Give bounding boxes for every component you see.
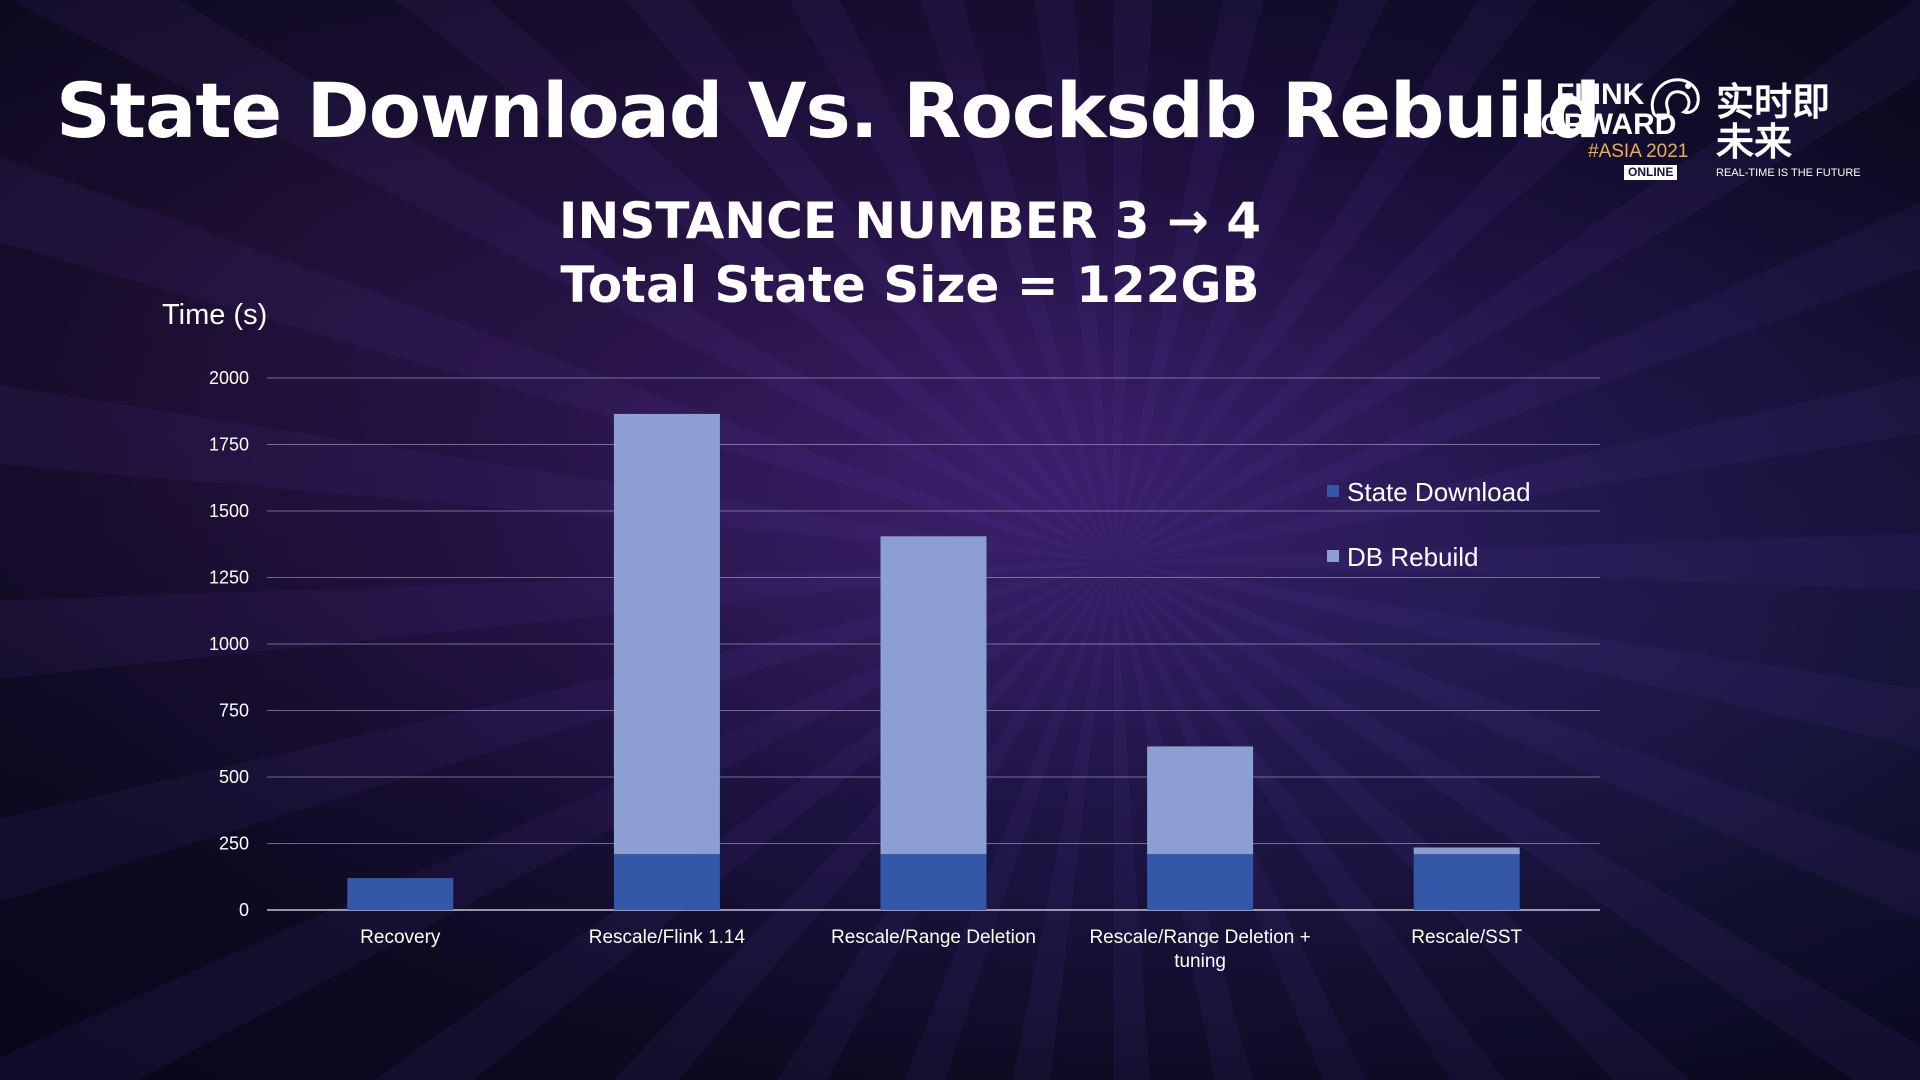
category-label: tuning: [1174, 951, 1226, 972]
bar-db-rebuild: [880, 536, 987, 855]
y-tick-label: 1500: [209, 501, 249, 521]
y-axis-ticks: 0 250 500 750 1000 1250 1500 1750 2000: [209, 368, 249, 920]
slide-title: State Download Vs. Rocksdb Rebuild: [56, 66, 1601, 155]
bars: [347, 413, 1520, 910]
y-tick-label: 2000: [209, 368, 249, 388]
flink-forward-logo: FLINK FORWARD #ASIA 2021 ONLINE 实时即未来 RE…: [1518, 70, 1861, 190]
y-tick-label: 0: [239, 900, 249, 920]
bar-state-download: [347, 878, 454, 910]
bar-state-download: [1147, 854, 1254, 910]
bar-state-download: [880, 854, 987, 910]
logo-tagline: REAL-TIME IS THE FUTURE: [1716, 167, 1861, 179]
logo-online-badge: ONLINE: [1624, 165, 1678, 180]
legend: State Download DB Rebuild: [1327, 477, 1531, 572]
category-label: Rescale/Range Deletion +: [1089, 927, 1310, 948]
y-tick-label: 500: [219, 767, 249, 787]
y-tick-label: 1750: [209, 435, 249, 455]
y-tick-label: 750: [219, 701, 249, 721]
logo-chinese-text: 实时即未来: [1716, 80, 1831, 164]
bar-state-download: [613, 854, 720, 910]
bar-db-rebuild: [613, 413, 720, 855]
legend-swatch: [1327, 485, 1339, 497]
bar-state-download: [1413, 854, 1520, 910]
bar-db-rebuild: [1413, 847, 1520, 855]
logo-forward-text: FORWARD: [1522, 108, 1677, 141]
logo-asia-text: #ASIA 2021: [1588, 141, 1689, 162]
legend-swatch: [1327, 550, 1339, 562]
y-tick-label: 1000: [209, 634, 249, 654]
category-label: Rescale/Flink 1.14: [589, 927, 746, 948]
category-label: Recovery: [360, 927, 441, 948]
bar-db-rebuild: [1147, 746, 1254, 855]
logo-flink-text: FLINK: [1556, 78, 1645, 111]
y-tick-label: 250: [219, 834, 249, 854]
y-axis-title: Time (s): [162, 299, 267, 331]
category-label: Rescale/SST: [1411, 927, 1522, 948]
chart-title: INSTANCE NUMBER 3 → 4: [558, 192, 1262, 250]
chart-subtitle: Total State Size = 122GB: [560, 256, 1260, 314]
y-tick-label: 1250: [209, 568, 249, 588]
legend-label: State Download: [1347, 477, 1531, 507]
squirrel-icon: [1650, 78, 1700, 120]
category-label: Rescale/Range Deletion: [831, 927, 1036, 948]
category-labels: Recovery Rescale/Flink 1.14 Rescale/Range …: [360, 927, 1522, 972]
legend-label: DB Rebuild: [1347, 542, 1479, 572]
